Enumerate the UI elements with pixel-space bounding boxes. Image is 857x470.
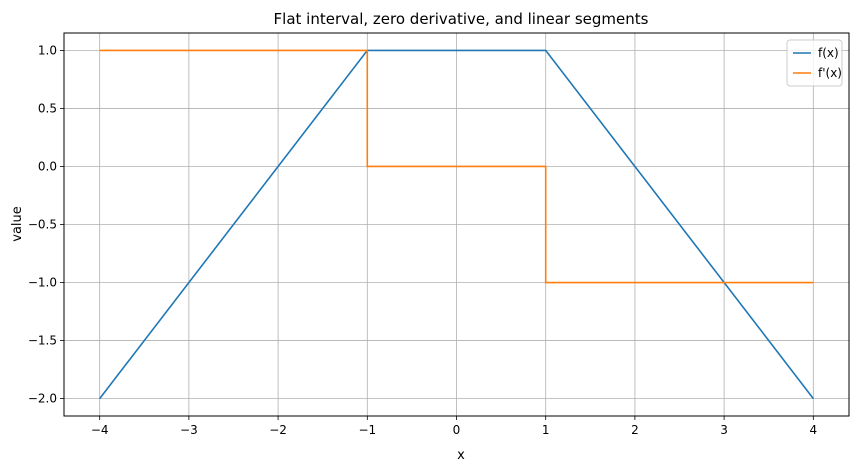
y-tick-label: 1.0 xyxy=(38,43,57,57)
legend-label: f'(x) xyxy=(818,66,842,80)
y-tick-label: −1.5 xyxy=(28,334,57,348)
x-tick-label: 0 xyxy=(453,423,461,437)
y-axis-label: value xyxy=(10,206,25,242)
series-line-2 xyxy=(99,49,814,284)
y-tick-label: 0.5 xyxy=(38,101,57,115)
x-tick-label: −3 xyxy=(180,423,198,437)
y-axis-ticks: −2.0 −1.5 −1.0 −0.5 0.0 0.5 1.0 xyxy=(28,43,64,406)
x-axis-ticks: −4 −3 −2 −1 0 1 2 3 4 xyxy=(91,416,817,437)
legend-label: f(x) xyxy=(818,46,839,60)
legend: f(x) f'(x) xyxy=(786,39,843,87)
x-tick-label: 4 xyxy=(809,423,817,437)
chart-title: Flat interval, zero derivative, and line… xyxy=(274,10,649,28)
y-tick-label: −2.0 xyxy=(28,392,57,406)
series-lines xyxy=(99,49,814,400)
x-axis-label: x xyxy=(457,448,465,463)
series-line-1 xyxy=(99,49,814,400)
x-tick-label: −2 xyxy=(269,423,287,437)
grid xyxy=(64,33,849,416)
y-tick-label: −1.0 xyxy=(28,276,57,290)
legend-box xyxy=(786,39,843,87)
x-tick-label: 1 xyxy=(542,423,550,437)
x-tick-label: −4 xyxy=(91,423,109,437)
x-tick-label: −1 xyxy=(358,423,376,437)
y-tick-label: 0.0 xyxy=(38,159,57,173)
y-tick-label: −0.5 xyxy=(28,218,57,232)
x-tick-label: 2 xyxy=(631,423,639,437)
x-tick-label: 3 xyxy=(720,423,728,437)
